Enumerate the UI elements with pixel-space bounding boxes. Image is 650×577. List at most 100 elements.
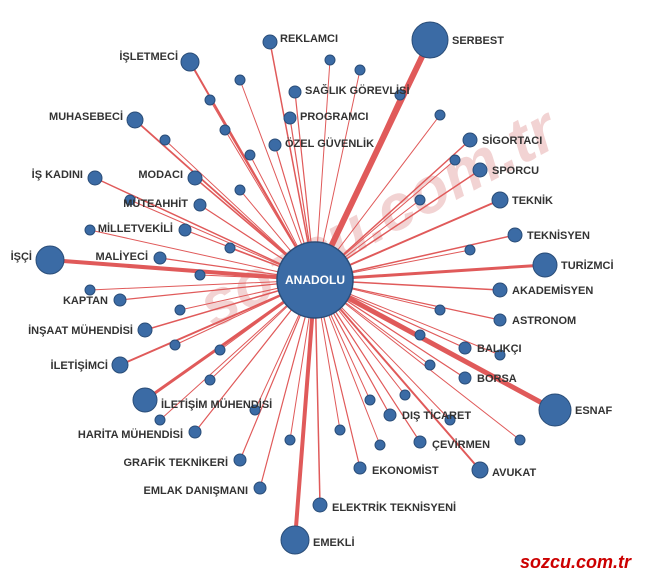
node-label: SİGORTACI [482,134,542,147]
network-node [325,55,335,65]
center-label: ANADOLU [285,273,345,287]
node-label: ESNAF [575,405,613,417]
network-node [215,345,225,355]
network-node [313,498,327,512]
node-label: SPORCU [492,165,539,177]
network-node [508,228,522,242]
node-label: AKADEMİSYEN [512,284,593,297]
network-node [415,330,425,340]
node-label: EMLAK DANIŞMANI [144,485,249,497]
node-label: ASTRONOM [512,315,576,327]
network-node [492,192,508,208]
network-node [170,340,180,350]
network-node [335,425,345,435]
node-label: GRAFİK TEKNİKERİ [124,456,229,469]
network-node [384,409,396,421]
network-node [415,195,425,205]
node-label: İNŞAAT MÜHENDİSİ [28,324,133,337]
network-node [375,440,385,450]
network-node [195,270,205,280]
node-label: SAĞLIK GÖREVLİSİ [305,84,410,97]
node-label: MİLLETVEKİLİ [98,222,173,235]
node-label: EMEKLİ [313,536,355,549]
node-label: SERBEST [452,35,504,47]
network-node [175,305,185,315]
network-node [450,155,460,165]
node-label: İŞ KADINI [32,168,83,181]
network-node [412,22,448,58]
node-label: HARİTA MÜHENDİSİ [78,428,183,441]
network-node [289,86,301,98]
network-node [85,285,95,295]
network-node [414,436,426,448]
node-label: MALİYECİ [95,250,148,263]
node-label: REKLAMCI [280,33,338,45]
network-diagram: SERBEST REKLAMCI İŞLETMECİ SAĞLIK GÖREVLİSİ… [0,0,650,577]
network-node [112,357,128,373]
node-label: İŞLETMECİ [119,50,178,63]
network-node [85,225,95,235]
network-node [245,150,255,160]
network-node [160,135,170,145]
network-node [235,185,245,195]
network-node [472,462,488,478]
network-node [225,243,235,253]
network-node [205,95,215,105]
network-node [281,526,309,554]
edge [315,40,430,280]
network-node [254,482,266,494]
network-node [533,253,557,277]
network-node [205,375,215,385]
node-label: İŞÇİ [11,250,32,263]
network-node [127,112,143,128]
network-node [36,246,64,274]
node-label: MUHASEBECİ [49,110,123,123]
network-node [435,110,445,120]
node-label: EKONOMİST [372,464,439,477]
network-node [88,171,102,185]
node-label: İLETİŞİM MÜHENDİSİ [161,398,272,411]
network-node [154,252,166,264]
network-node [189,426,201,438]
network-node [465,245,475,255]
node-label: BORSA [477,373,517,385]
node-label: BALIKÇI [477,343,522,355]
node-label: DIŞ TİCARET [402,409,471,422]
network-node [459,342,471,354]
network-node [355,65,365,75]
node-label: ELEKTRİK TEKNİSYENİ [332,501,456,514]
network-node [435,305,445,315]
node-label: KAPTAN [63,295,108,307]
network-node [234,454,246,466]
network-node [155,415,165,425]
network-node [285,435,295,445]
network-node [425,360,435,370]
node-label: MODACI [138,169,183,181]
network-node [354,462,366,474]
attribution-text: sozcu.com.tr [520,552,631,573]
network-node [188,171,202,185]
node-label: TEKNİK [512,194,553,207]
node-label: PROGRAMCI [300,111,368,123]
network-node [181,53,199,71]
network-node [459,372,471,384]
network-node [269,139,281,151]
node-label: TURİZMCİ [561,259,614,272]
network-node [235,75,245,85]
network-node [263,35,277,49]
network-node [494,314,506,326]
node-label: MÜTEAHHİT [123,197,188,210]
node-label: TEKNİSYEN [527,229,590,242]
network-node [194,199,206,211]
network-node [515,435,525,445]
node-label: İLETİŞİMCİ [51,359,108,372]
network-node [138,323,152,337]
node-label: ÖZEL GÜVENLİK [285,137,374,150]
network-node [133,388,157,412]
network-node [179,224,191,236]
node-label: AVUKAT [492,467,536,479]
network-node [539,394,571,426]
network-node [284,112,296,124]
network-node [114,294,126,306]
node-label: ÇEVİRMEN [432,438,490,451]
